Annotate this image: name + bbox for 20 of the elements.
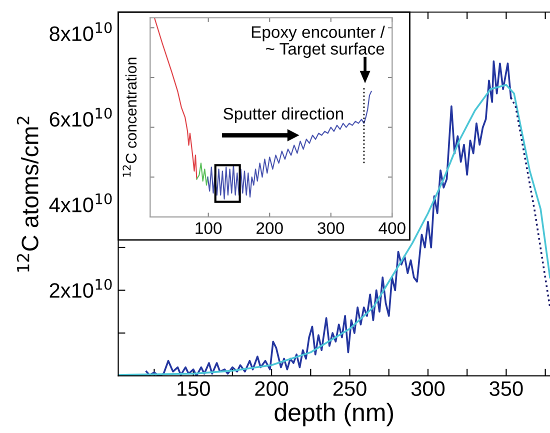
x-tick-label: 300 [318, 222, 344, 234]
y-tick-label: 4x10$^{10}$ [49, 193, 112, 212]
x-tick-label: 200 [255, 381, 288, 396]
x-tick-label: 300 [411, 381, 445, 396]
line-series [510, 96, 550, 308]
y-tick-label: 2x10$^{10}$ [50, 278, 112, 298]
y-axis-title: $^{12}$C atoms/cm$^{2}$ [16, 116, 38, 272]
x-tick-label: 100 [196, 222, 222, 234]
x-tick-label: 400 [378, 222, 406, 234]
line-series [146, 60, 512, 376]
annotation: Sputter direction [224, 107, 344, 123]
annotation: Epoxy encounter / ~ Target surface [252, 26, 385, 58]
x-tick-label: 250 [333, 381, 366, 396]
x-tick-label: 350 [490, 381, 523, 396]
x-tick-label: 150 [178, 381, 210, 396]
x-tick-label: 200 [256, 222, 283, 234]
y-tick-label: 6x10$^{10}$ [50, 108, 112, 127]
y-tick-label: 8x10$^{10}$ [50, 22, 112, 42]
y-axis-title: $^{12}$C concentration [122, 58, 137, 177]
x-axis-title: depth (nm) [274, 402, 394, 426]
